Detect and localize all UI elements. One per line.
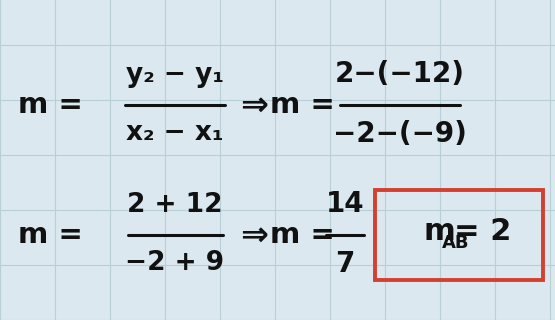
- Text: −2 + 9: −2 + 9: [125, 250, 225, 276]
- Text: 2−(−12): 2−(−12): [335, 60, 465, 88]
- Text: m =: m =: [18, 91, 83, 119]
- Text: ⇒: ⇒: [240, 219, 268, 252]
- Text: y₂ − y₁: y₂ − y₁: [126, 62, 224, 88]
- Text: m =: m =: [18, 221, 83, 249]
- Text: = 2: = 2: [454, 218, 511, 246]
- Text: ⇒: ⇒: [240, 89, 268, 122]
- Text: m =: m =: [270, 91, 335, 119]
- Text: 7: 7: [335, 250, 355, 278]
- Text: m: m: [424, 218, 456, 246]
- Text: 2 + 12: 2 + 12: [127, 192, 223, 218]
- Text: −2−(−9): −2−(−9): [333, 120, 467, 148]
- Text: AB: AB: [442, 234, 470, 252]
- Text: x₂ − x₁: x₂ − x₁: [126, 120, 224, 146]
- Text: 14: 14: [326, 190, 364, 218]
- Text: m =: m =: [270, 221, 335, 249]
